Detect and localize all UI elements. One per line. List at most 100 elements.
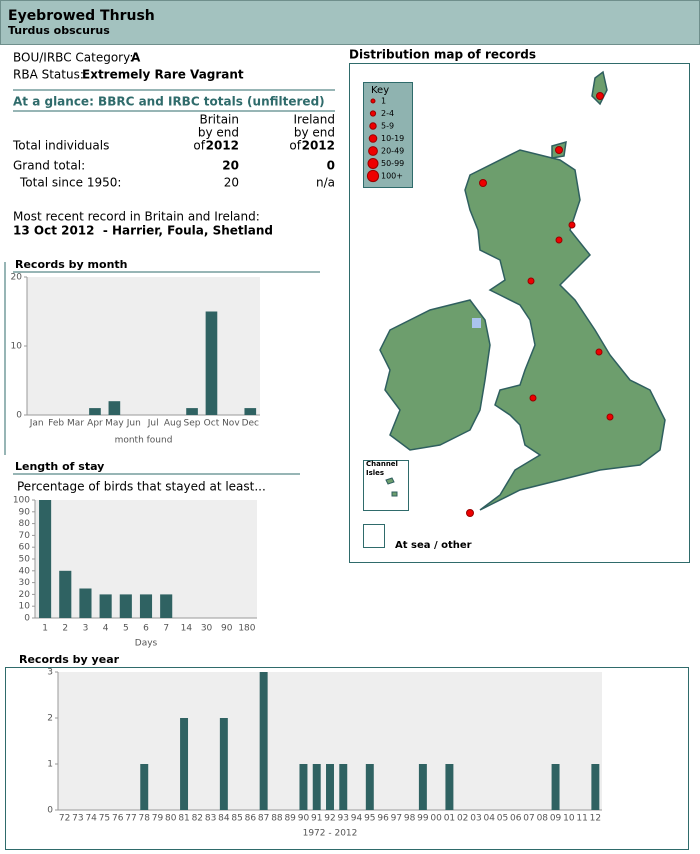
col-header: Britain [200,113,240,127]
key-dot [369,110,377,117]
x-tick-label: 73 [72,814,83,824]
y-tick-label: 90 [19,507,31,517]
y-tick-label: 40 [19,566,31,576]
status-label: RBA Status: [13,68,84,82]
bar [39,500,52,618]
y-tick-label: 100 [13,496,30,506]
col-year: 2012 [302,139,335,153]
col-header: by end [294,126,335,140]
x-tick-label: 3 [83,624,89,634]
x-tick-label: Mar [67,419,84,429]
bar [160,594,173,618]
x-tick-label: 180 [238,624,255,634]
x-tick-label: 78 [139,814,151,824]
y-tick-label: 0 [24,614,30,624]
cell: 0 [327,159,335,173]
y-tick-label: 50 [19,555,31,565]
x-tick-label: 5 [123,624,129,634]
key-dot [366,169,380,183]
col-header: Ireland [293,113,335,127]
bar [418,764,427,810]
y-tick-label: 10 [19,602,31,612]
bar [99,594,112,618]
bar [140,764,149,810]
species-subtitle: Turdus obscurus [8,24,110,37]
x-tick-label: 77 [125,814,136,824]
x-tick-label: Sep [184,419,201,429]
bar [326,764,334,810]
x-tick-label: 82 [192,814,203,824]
x-tick-label: 94 [351,814,363,824]
key-label: 50-99 [381,159,404,168]
cell: 20 [224,176,239,190]
x-axis-label: Days [135,639,158,649]
col-header: of [289,139,301,153]
chart-title: Length of stay [15,460,104,473]
x-tick-label: 1 [42,624,48,634]
species-title: Eyebrowed Thrush [8,8,155,24]
y-tick-label: 1 [47,760,53,770]
x-tick-label: 11 [576,814,587,824]
bar [219,718,228,810]
status-value: Extremely Rare Vagrant [82,68,244,82]
x-tick-label: 88 [271,814,283,824]
x-tick-label: 86 [245,814,257,824]
category-value: A [131,51,141,65]
x-tick-label: 98 [404,814,416,824]
y-tick-label: 60 [19,543,31,553]
x-tick-label: 90 [298,814,310,824]
bar [551,764,560,810]
bar [205,311,218,415]
x-tick-label: Oct [204,419,220,429]
x-tick-label: 00 [430,814,442,824]
x-tick-label: 84 [218,814,230,824]
x-axis-label: month found [115,436,173,446]
y-tick-label: 10 [11,342,23,352]
cell: 20 [222,159,239,173]
bar [299,764,308,810]
key-label: 5-9 [381,122,394,131]
islands [385,477,398,497]
key-dot [370,98,376,104]
x-tick-label: 08 [537,814,549,824]
bar [244,408,257,415]
x-tick-label: 7 [163,624,169,634]
inset-label: Isles [366,469,384,477]
chart-subtitle: Percentage of birds that stayed at least… [17,480,266,494]
key-dot [369,122,377,130]
y-tick-label: 3 [47,668,53,678]
x-tick-label: 6 [143,624,149,634]
col-header: of [193,139,205,153]
map-title: Distribution map of records [349,48,536,62]
y-tick-label: 2 [47,714,53,724]
bar [445,764,454,810]
map-dots [466,92,614,517]
key-label: 20-49 [381,147,404,156]
x-tick-label: 87 [258,814,269,824]
bar [365,764,374,810]
x-tick-label: 75 [99,814,110,824]
key-title: Key [371,85,389,96]
x-tick-label: 91 [311,814,322,824]
header-bar [0,0,700,45]
x-tick-label: 79 [152,814,164,824]
bar [259,672,268,810]
x-tick-label: 05 [497,814,508,824]
bar [312,764,321,810]
x-tick-label: 85 [231,814,242,824]
x-tick-label: Feb [48,419,64,429]
chart-title: Records by month [15,258,128,271]
x-tick-label: Jan [29,419,44,429]
sea-box [363,524,385,548]
cell: n/a [316,176,335,190]
bar [591,764,600,810]
x-tick-label: 4 [103,624,109,634]
key-label: 10-19 [381,134,404,143]
key-dot [368,134,378,143]
x-tick-label: 89 [284,814,296,824]
x-tick-label: May [105,419,124,429]
bar [89,408,101,415]
glance-title: At a glance: BBRC and IRBC totals (unfil… [13,95,325,109]
